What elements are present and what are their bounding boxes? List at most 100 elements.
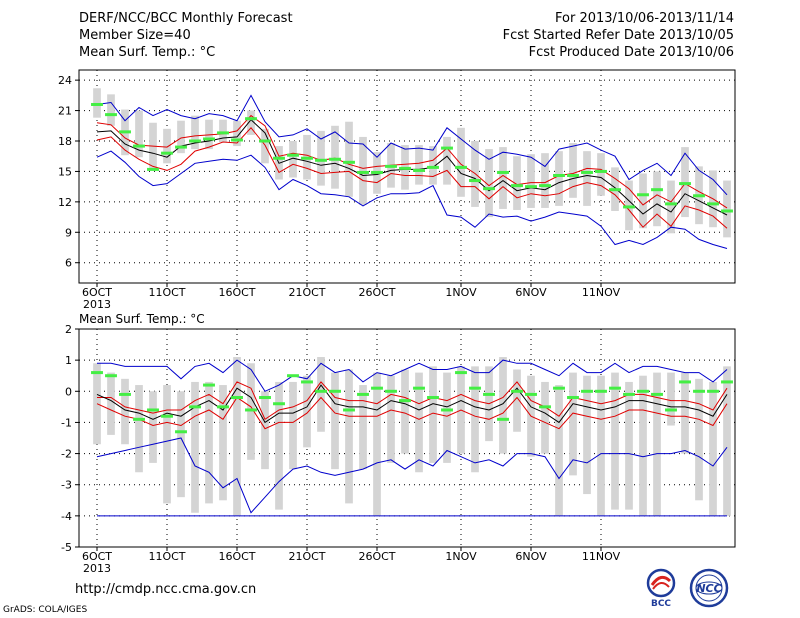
temperature-mean-line — [96, 118, 728, 216]
precipitation-ytick-label: 1 — [65, 354, 72, 367]
precipitation-ytick-label: -5 — [61, 541, 72, 554]
precipitation-xtick-label: 1NOV — [445, 550, 477, 563]
temperature-xtick-label: 6OCT — [82, 286, 112, 299]
precipitation-observed-marker — [637, 389, 649, 393]
precipitation-observed-marker — [539, 405, 551, 409]
precipitation-box — [681, 372, 689, 454]
precipitation-box — [107, 372, 115, 435]
temperature-observed-marker — [245, 117, 257, 121]
precipitation-box — [177, 391, 185, 498]
variable-label: Mean Surf. Temp.: °C — [79, 45, 216, 60]
precipitation-observed-marker — [567, 396, 579, 400]
precipitation-box — [667, 372, 675, 426]
temperature-observed-marker — [385, 164, 397, 168]
precipitation-observed-marker — [707, 389, 719, 393]
temperature-observed-marker — [119, 130, 131, 134]
precipitation-observed-marker — [315, 389, 327, 393]
temperature-observed-marker — [539, 184, 551, 188]
precipitation-box — [499, 357, 507, 454]
precipitation-observed-marker — [147, 408, 159, 412]
temperature-xtick-label: 1NOV — [445, 286, 477, 299]
temperature-box — [415, 145, 423, 185]
precipitation-box — [695, 378, 703, 501]
precipitation-box — [569, 372, 577, 476]
temperature-observed-marker — [413, 168, 425, 172]
precipitation-observed-marker — [679, 380, 691, 384]
temperature-observed-marker — [287, 153, 299, 157]
precipitation-observed-marker — [399, 399, 411, 403]
temperature-box — [289, 141, 297, 178]
precipitation-observed-marker — [511, 389, 523, 393]
precipitation-observed-marker — [609, 386, 621, 390]
temperature-box — [667, 180, 675, 234]
temperature-observed-marker — [273, 156, 285, 160]
precipitation-observed-marker — [469, 386, 481, 390]
precipitation-box — [205, 381, 213, 504]
precipitation-box — [331, 372, 339, 470]
precipitation-observed-marker — [581, 389, 593, 393]
temperature-observed-marker — [595, 169, 607, 173]
temperature-observed-marker — [329, 157, 341, 161]
temperature-box — [639, 173, 647, 229]
precipitation-box — [121, 378, 129, 445]
precipitation-observed-marker — [525, 392, 537, 396]
refer-date: Fcst Started Refer Date 2013/10/05 — [502, 28, 734, 43]
precipitation-spread-high-line — [96, 396, 728, 430]
precipitation-observed-marker — [175, 430, 187, 434]
temperature-box — [247, 110, 255, 135]
precipitation-box — [303, 375, 311, 448]
precipitation-box — [289, 381, 297, 470]
temperature-box — [681, 147, 689, 218]
precipitation-observed-marker — [161, 414, 173, 418]
temperature-box — [429, 146, 437, 185]
precipitation-observed-marker — [301, 380, 313, 384]
temperature-observed-marker — [651, 188, 663, 192]
temperature-observed-marker — [133, 144, 145, 148]
precipitation-box — [149, 391, 157, 463]
precipitation-observed-marker — [721, 380, 733, 384]
temperature-box — [149, 122, 157, 169]
precipitation-observed-marker — [413, 386, 425, 390]
temperature-observed-marker — [693, 194, 705, 198]
temperature-observed-marker — [679, 182, 691, 186]
temperature-xtick-label: 11NOV — [582, 286, 621, 299]
temperature-observed-marker — [315, 158, 327, 162]
precipitation-observed-marker — [133, 417, 145, 421]
precipitation-box — [541, 381, 549, 454]
precipitation-min-line — [96, 437, 728, 514]
temperature-box — [443, 136, 451, 185]
precipitation-observed-marker — [231, 396, 243, 400]
precipitation-observed-marker — [119, 392, 131, 396]
temperature-box — [135, 110, 143, 158]
temperature-observed-marker — [357, 170, 369, 174]
temperature-observed-marker — [343, 160, 355, 164]
precipitation-observed-marker — [203, 383, 215, 387]
temperature-box — [107, 94, 115, 126]
temperature-observed-marker — [441, 146, 453, 150]
precipitation-observed-marker — [623, 392, 635, 396]
precipitation-observed-marker — [497, 417, 509, 421]
source-url[interactable]: http://cmdp.ncc.cma.gov.cn — [75, 582, 257, 597]
precipitation-xtick-label: 6NOV — [515, 550, 547, 563]
precipitation-observed-marker — [427, 396, 439, 400]
temperature-observed-marker — [497, 170, 509, 174]
precipitation-observed-marker — [189, 405, 201, 409]
temperature-box — [499, 147, 507, 209]
bcc-logo: BCC — [646, 568, 676, 608]
precipitation-box — [373, 372, 381, 516]
precipitation-box — [415, 372, 423, 473]
precipitation-box — [443, 372, 451, 463]
precipitation-box — [317, 357, 325, 432]
precipitation-box — [275, 381, 283, 510]
temperature-observed-marker — [91, 102, 103, 106]
precipitation-max-line — [97, 359, 728, 392]
precipitation-observed-marker — [595, 389, 607, 393]
temperature-box — [317, 130, 325, 186]
precipitation-box — [709, 381, 717, 516]
temperature-box — [177, 120, 185, 154]
precipitation-box — [639, 375, 647, 516]
precipitation-ytick-label: -1 — [61, 416, 72, 429]
precipitation-observed-marker — [329, 389, 341, 393]
header-right: For 2013/10/06-2013/11/14 Fcst Started R… — [503, 10, 734, 61]
